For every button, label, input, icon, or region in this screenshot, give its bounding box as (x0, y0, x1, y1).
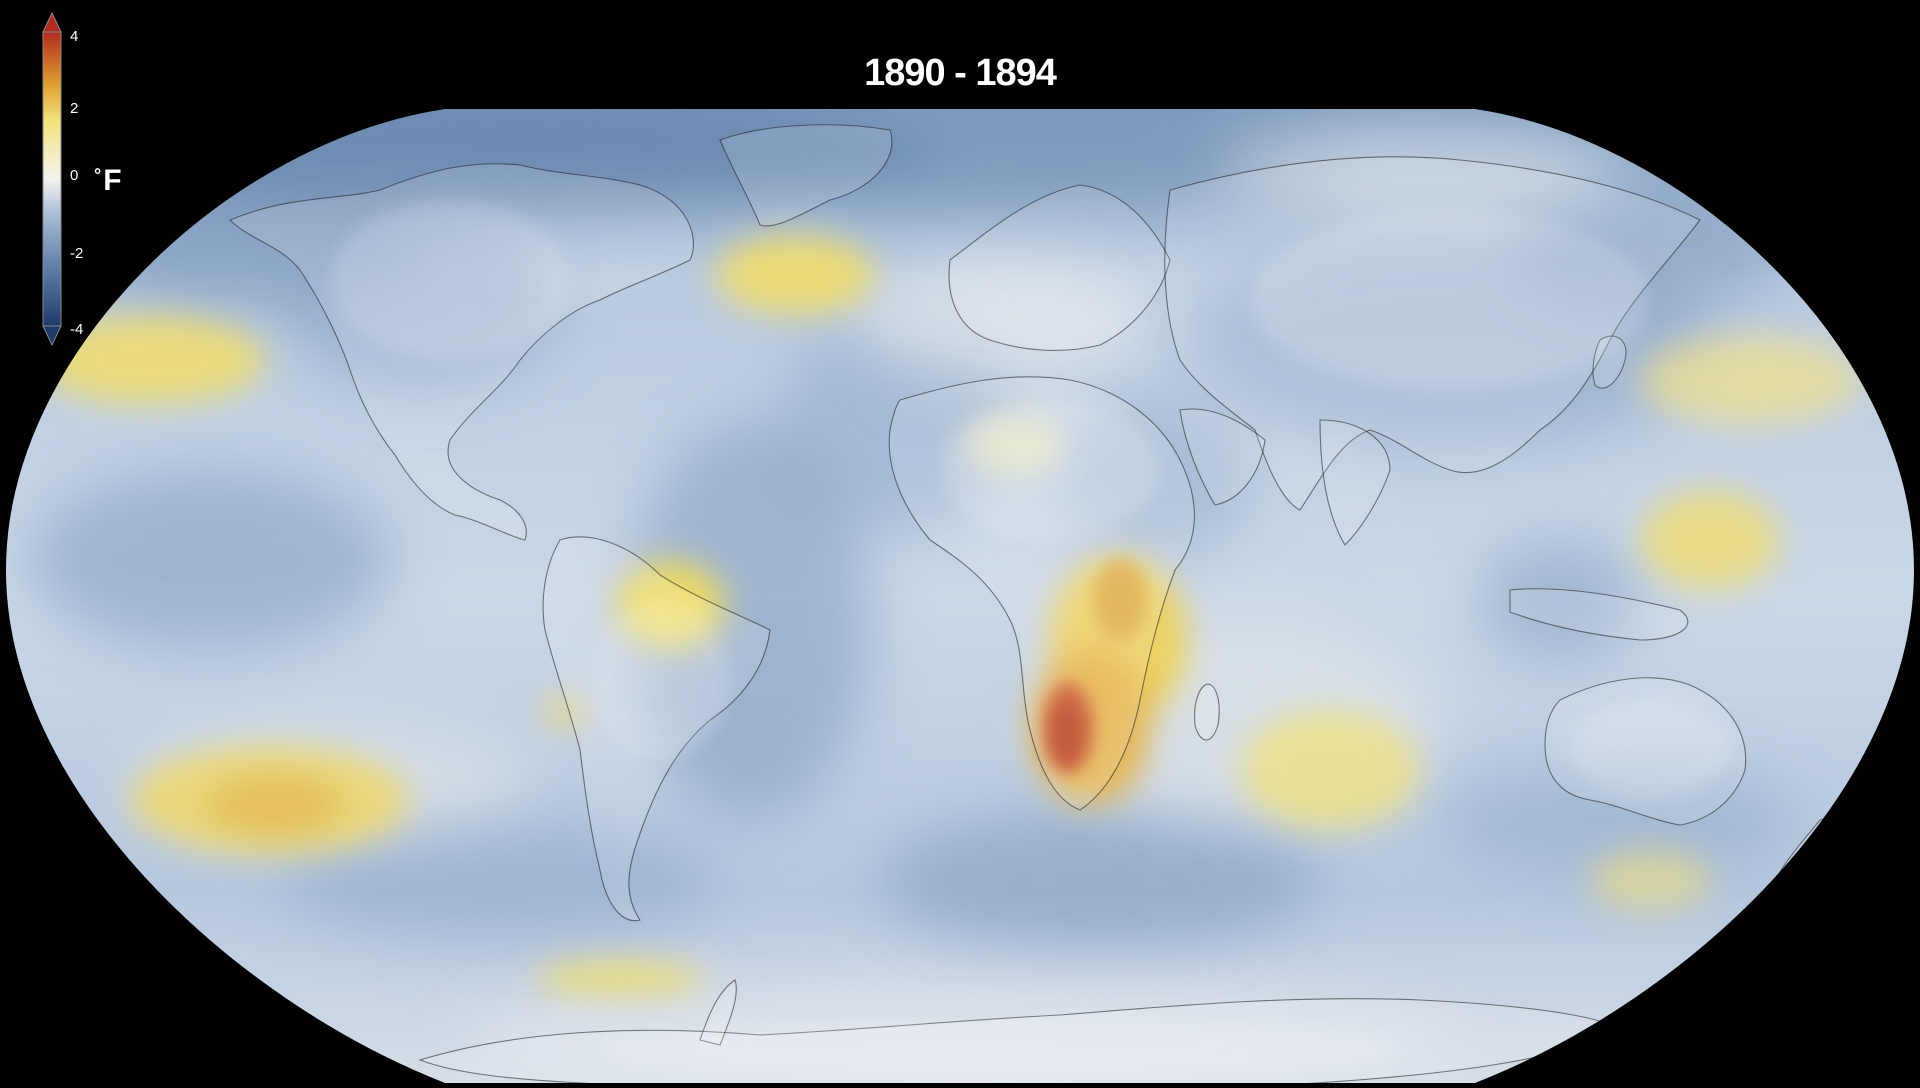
europe-outline (948, 184, 1171, 351)
legend-unit: °F (94, 164, 122, 197)
legend-min-arrow (42, 325, 62, 347)
legend-colorbar (42, 11, 62, 347)
hotspot-southern-africa (1042, 560, 1146, 774)
unit-letter: F (103, 164, 122, 197)
greenland-outline (719, 124, 893, 227)
legend-tick-2: 2 (70, 100, 79, 117)
land-relief (330, 200, 1730, 1080)
period-title: 1890 - 1894 (864, 52, 1057, 94)
legend-tick-neg2: -2 (70, 245, 84, 262)
warm-anomalies (35, 235, 1860, 994)
india-outline (1319, 419, 1391, 546)
indonesia-outline (1509, 588, 1689, 641)
madagascar-outline (1194, 683, 1220, 741)
legend-tick-0: 0 (70, 167, 79, 184)
legend-max-arrow (42, 11, 62, 33)
legend-tick-max: 4 (70, 28, 79, 45)
legend-tick-min: -4 (70, 321, 84, 338)
arabia-outline (1179, 408, 1266, 506)
globe-edge (3, 107, 1917, 1085)
degree-symbol: ° (94, 165, 102, 185)
